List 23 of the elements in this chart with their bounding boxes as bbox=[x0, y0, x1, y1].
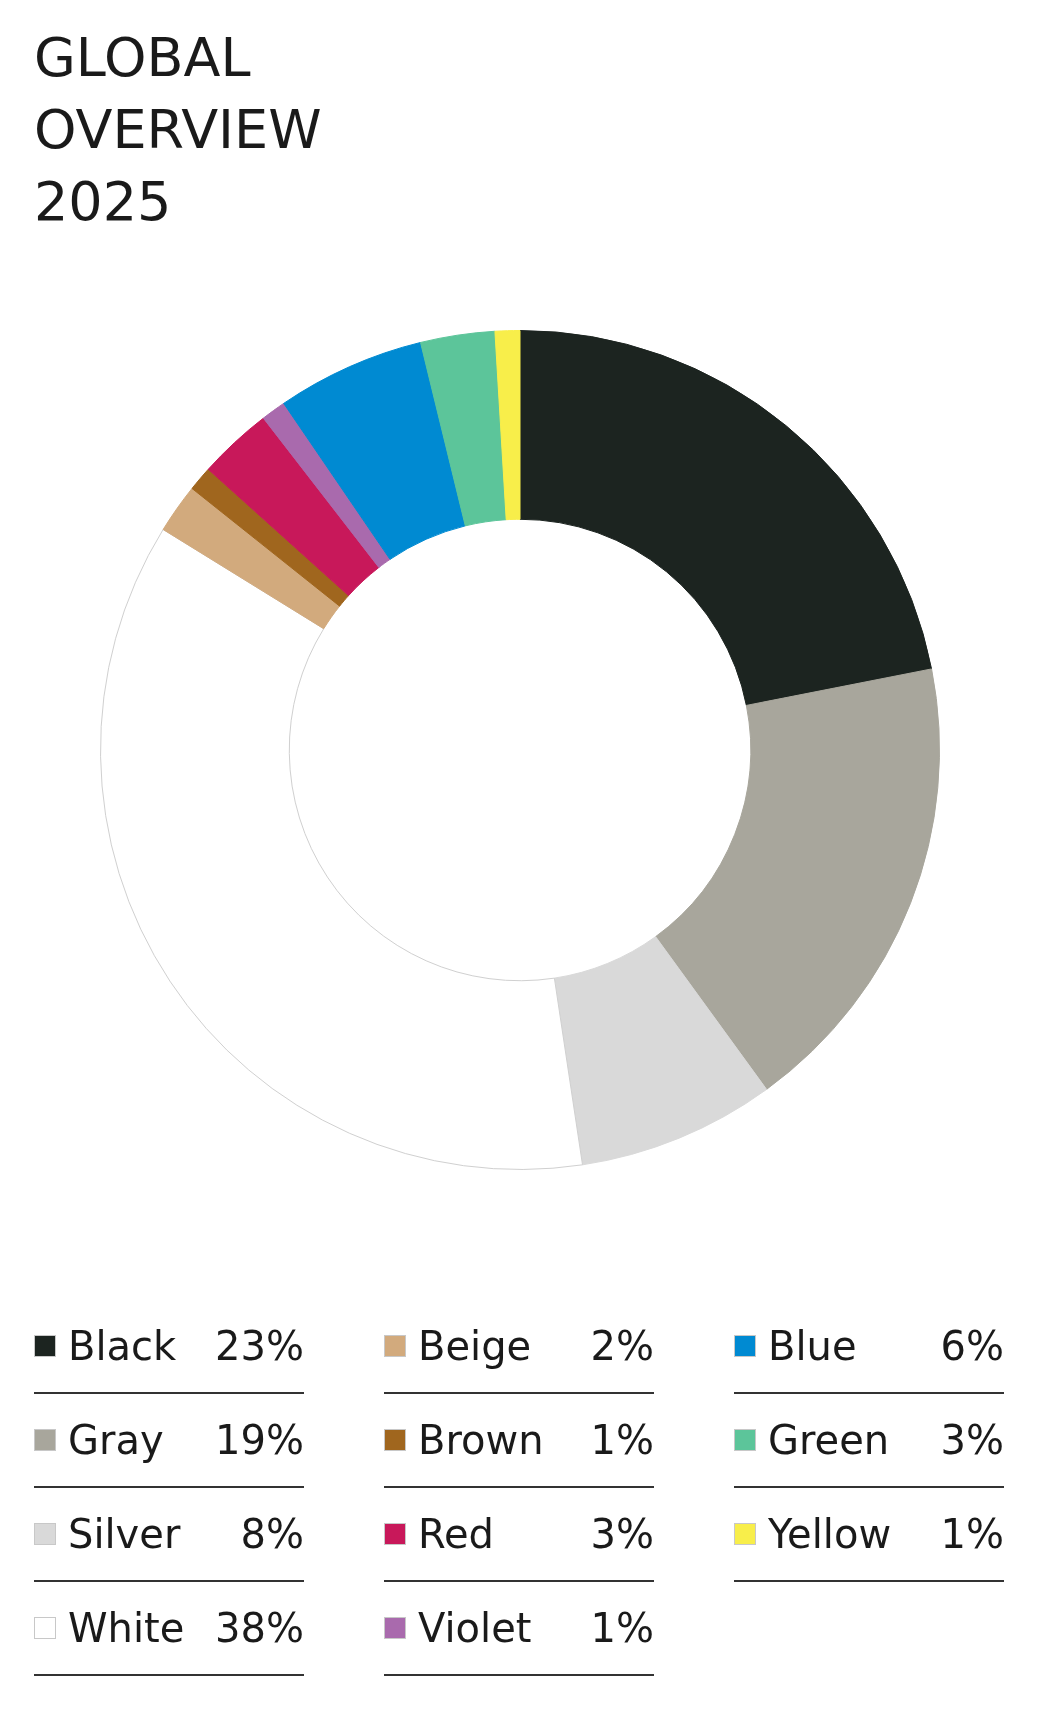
data-label: 19% bbox=[215, 1417, 304, 1463]
legend-label: Black bbox=[68, 1323, 177, 1369]
legend-label: Green bbox=[768, 1417, 890, 1463]
chart-title: GLOBAL OVERVIEW 2025 bbox=[34, 25, 323, 235]
legend-label: Brown bbox=[418, 1417, 544, 1463]
data-label: 38% bbox=[215, 1605, 304, 1651]
data-label: 6% bbox=[940, 1323, 1004, 1369]
data-label: 23% bbox=[215, 1323, 304, 1369]
legend-label: Violet bbox=[418, 1605, 532, 1651]
data-label: 3% bbox=[590, 1511, 654, 1557]
data-label: 1% bbox=[590, 1417, 654, 1463]
data-label: 1% bbox=[590, 1605, 654, 1651]
legend-label: Blue bbox=[768, 1323, 857, 1369]
legend-label: Silver bbox=[68, 1511, 181, 1557]
legend-label: Beige bbox=[418, 1323, 532, 1369]
legend-label: Red bbox=[418, 1511, 494, 1557]
legend-label: White bbox=[68, 1605, 185, 1651]
legend-label: Yellow bbox=[768, 1511, 892, 1557]
data-label: 8% bbox=[240, 1511, 304, 1557]
legend-label: Gray bbox=[68, 1417, 164, 1463]
data-label: 2% bbox=[590, 1323, 654, 1369]
data-label: 3% bbox=[940, 1417, 1004, 1463]
data-label: 1% bbox=[940, 1511, 1004, 1557]
